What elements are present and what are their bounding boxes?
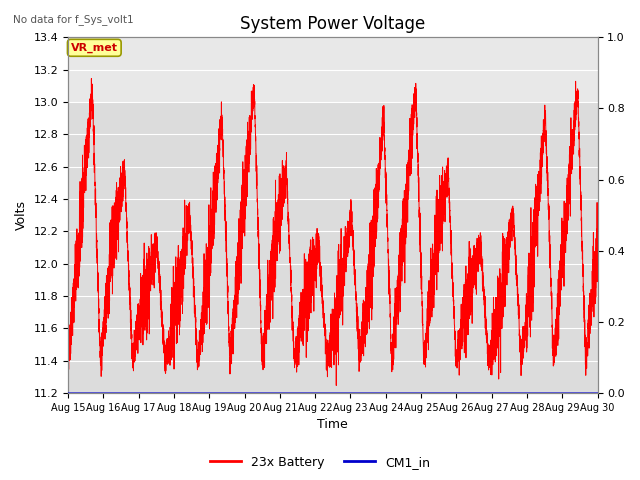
- Text: VR_met: VR_met: [71, 43, 118, 53]
- Text: No data for f_Sys_volt1: No data for f_Sys_volt1: [13, 14, 133, 25]
- Legend: 23x Battery, CM1_in: 23x Battery, CM1_in: [205, 451, 435, 474]
- Y-axis label: Volts: Volts: [15, 200, 28, 230]
- Bar: [68, 37, 598, 102]
- Title: System Power Voltage: System Power Voltage: [240, 15, 426, 33]
- X-axis label: Time: Time: [317, 419, 348, 432]
